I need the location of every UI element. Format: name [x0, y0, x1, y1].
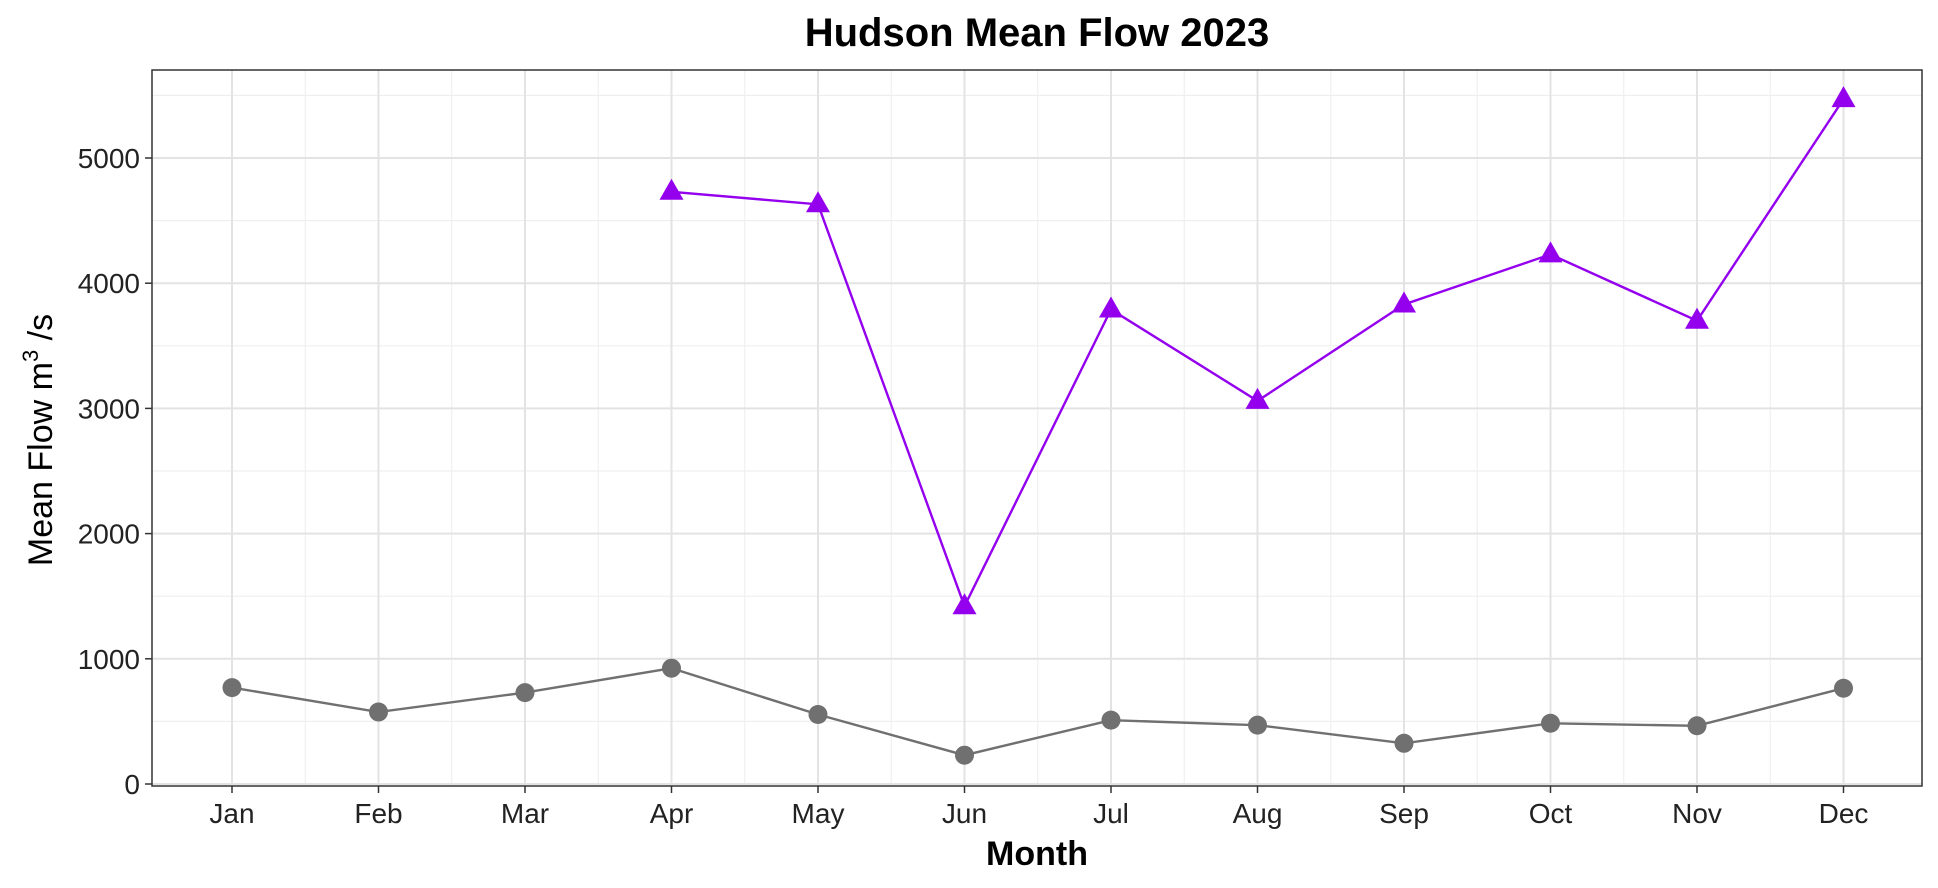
y-axis-label-superscript: 3: [18, 350, 43, 362]
data-point-circle: [1394, 733, 1414, 753]
x-tick-label: Jan: [209, 798, 254, 829]
data-point-circle: [1541, 713, 1560, 733]
data-point-triangle: [806, 191, 830, 213]
y-tick-label: 4000: [78, 268, 140, 299]
y-axis-label: Mean Flow m3 /s: [18, 314, 60, 566]
y-tick-label: 1000: [78, 644, 140, 675]
x-tick-label: Oct: [1529, 798, 1573, 829]
data-point-circle: [1687, 716, 1707, 736]
x-tick-label: Feb: [354, 798, 402, 829]
plot-panel-border: [151, 69, 1923, 787]
data-point-circle: [1834, 678, 1853, 698]
x-tick-label: Jul: [1093, 798, 1129, 829]
y-tick-label: 2000: [78, 519, 140, 550]
y-tick-label: 5000: [78, 143, 140, 174]
y-tick-label: 3000: [78, 393, 140, 424]
data-point-triangle: [1392, 291, 1416, 313]
y-axis-label-text: Mean Flow m: [22, 362, 60, 566]
x-tick-label: Sep: [1379, 798, 1429, 829]
data-point-circle: [662, 658, 681, 678]
series-circle: [222, 658, 1853, 765]
series-line: [231, 666, 1844, 757]
data-point-circle: [1101, 710, 1121, 730]
data-point-circle: [369, 702, 388, 722]
y-axis-label-unit: /s: [22, 314, 60, 350]
data-point-triangle: [1245, 387, 1270, 409]
y-tick-label: 0: [124, 769, 140, 800]
x-tick-label: Dec: [1819, 798, 1869, 829]
data-point-circle: [515, 683, 535, 703]
x-axis-label: Month: [986, 835, 1088, 873]
data-point-circle: [955, 745, 974, 765]
x-tick-label: Jun: [942, 798, 987, 829]
x-tick-label: Nov: [1672, 798, 1722, 829]
data-point-triangle: [1831, 86, 1856, 108]
grid: [152, 70, 1922, 786]
series-layer: [222, 86, 1856, 765]
chart-title: Hudson Mean Flow 2023: [805, 11, 1270, 55]
x-tick-label: Aug: [1233, 798, 1283, 829]
axes: 0 1000 2000 3000 4000 5000 Jan Feb Mar Apr May Jun J…: [78, 143, 1869, 829]
x-tick-label: May: [792, 798, 845, 829]
data-point-triangle: [1685, 307, 1709, 329]
data-point-circle: [808, 705, 828, 725]
data-point-triangle: [952, 593, 977, 615]
data-point-circle: [222, 678, 242, 698]
series-triangle: [659, 86, 1856, 615]
data-point-triangle: [1099, 296, 1123, 318]
data-point-triangle: [659, 178, 684, 200]
x-tick-label: Mar: [501, 798, 549, 829]
x-tick-label: Apr: [650, 798, 694, 829]
data-point-circle: [1248, 715, 1267, 735]
data-point-triangle: [1538, 241, 1563, 263]
